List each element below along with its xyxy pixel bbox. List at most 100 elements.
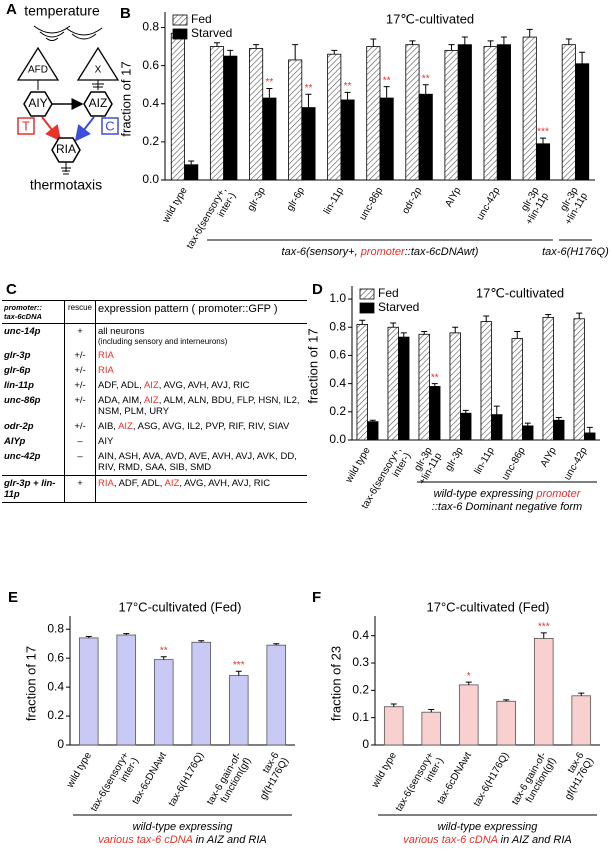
x-tick-label-line: wild type <box>64 750 94 790</box>
expression-text: (including sensory and interneurons) <box>98 337 228 346</box>
x-tick-label: glr-3p+lin-11p <box>407 445 444 487</box>
rescue-cell: + <box>64 323 96 348</box>
significance: * <box>467 671 471 682</box>
x-tick-label: glr-3p+lin-11p <box>553 185 590 227</box>
bar <box>366 46 381 181</box>
table-row: AIYp – AIY <box>2 434 307 449</box>
expression-text: AIB, <box>98 421 119 432</box>
error-bar <box>305 93 312 108</box>
error-bar <box>487 40 494 47</box>
bar <box>249 48 264 181</box>
error-bar <box>235 670 242 676</box>
significance: ** <box>160 645 168 656</box>
expression-cell: AIN, ASH, AVA, AVD, AVE, AVH, AVJ, AVK, … <box>96 449 308 476</box>
bar <box>418 333 430 441</box>
group-label-part: wild-type expressing <box>133 821 234 833</box>
bar <box>449 332 461 441</box>
x-tick-label: tax-6(sensory+,inter-) <box>184 185 238 256</box>
promoter-cell: AIYp <box>2 434 65 449</box>
x-tick-label: tax-6(H176Q) <box>471 750 511 808</box>
x-tick-label: unc-42p <box>562 445 590 482</box>
x-tick-label: glr-3p <box>245 185 268 213</box>
legend-label: Starved <box>378 300 419 314</box>
y-tick-label: 0.1 <box>352 710 369 724</box>
error-bar <box>483 315 490 322</box>
error-bar <box>586 426 593 433</box>
rescue-cell: +/- <box>64 378 96 393</box>
error-bar <box>503 699 510 702</box>
error-bar <box>514 330 521 339</box>
group-label-part: in AIZ and RIA <box>193 834 267 846</box>
rescue-cell: – <box>64 434 96 449</box>
error-bar <box>266 88 273 99</box>
x-tick-label-line: lin-11p <box>472 445 496 476</box>
promoter-cell: glr-6p <box>2 363 65 378</box>
chart-title: 17°C-cultivated (Fed) <box>427 599 550 614</box>
y-tick-label: 0.0 <box>329 432 346 446</box>
y-tick-label: 1.0 <box>329 291 346 305</box>
rescue-cell: +/- <box>64 419 96 434</box>
edge <box>41 116 62 142</box>
bar <box>511 338 523 441</box>
expression-text: ADF, ADL, <box>98 380 144 391</box>
header-text: promoter:: <box>4 303 42 312</box>
header-text: tax-6cDNA <box>4 312 42 321</box>
bar <box>491 414 503 441</box>
diagram-a: A temperature AFD X AIY AIZ RIA T C ther… <box>6 1 120 193</box>
y-tick-label: 0.2 <box>329 404 346 418</box>
expression-text: AIY <box>98 436 114 447</box>
x-tick-label-line: unc-86p <box>357 185 385 222</box>
error-bar <box>526 28 533 38</box>
error-bar <box>428 708 435 713</box>
group-label-part: tax-6(H176Q) <box>542 246 609 258</box>
bar <box>398 336 410 441</box>
table-row: glr-3p +/- RIA <box>2 348 307 363</box>
promoter-cell: lin-11p <box>2 378 65 393</box>
x-tick-label-line: unc-42p <box>562 445 590 482</box>
x-tick-label-line: tax-6(H176Q) <box>166 750 206 808</box>
synapse <box>61 162 71 175</box>
error-bar <box>578 692 585 696</box>
error-bar <box>421 330 428 335</box>
group-label-part: wild-type expressing <box>438 821 539 833</box>
expression-text: , ASG, AVG, IL2, PVP, RIF, RIV, SIAV <box>132 421 290 432</box>
x-tick-label: glr-3p+lin-11p <box>514 185 551 227</box>
panel-label: A <box>6 1 17 18</box>
error-bar <box>545 314 552 318</box>
x-tick-label: glr-6p <box>284 185 307 213</box>
x-tick-label: tax-6 gain-of-function(gf) <box>205 750 254 812</box>
group-label: ::tax-6 Dominant negative form <box>432 501 582 513</box>
error-bar <box>461 36 468 45</box>
input-label: C <box>105 118 114 133</box>
significance: ** <box>305 83 313 94</box>
error-bar <box>383 86 390 99</box>
y-axis-label: fraction of 17 <box>305 328 320 403</box>
rescue-cell: – <box>64 449 96 476</box>
bar <box>262 97 277 181</box>
error-bar <box>500 36 507 45</box>
group-label-part: wild-type expressing <box>434 488 537 500</box>
expression-text: ADA, AIM, <box>98 395 144 406</box>
chart-title: 17℃-cultivated <box>386 11 474 26</box>
y-tick-label: 0 <box>362 737 369 751</box>
header-cell: promoter:: tax-6cDNA <box>2 300 65 324</box>
bar <box>480 321 492 441</box>
significance: *** <box>538 622 550 633</box>
x-tick-label: glr-3p <box>443 445 466 473</box>
y-axis-label: fraction of 23 <box>328 646 343 721</box>
x-tick-label: tax-6(H176Q) <box>166 750 206 808</box>
y-tick-label: 0.8 <box>47 621 64 635</box>
x-tick-label: wild type <box>369 750 399 790</box>
bar <box>460 412 472 441</box>
expression-text: RIA <box>98 365 114 376</box>
bar <box>78 637 99 746</box>
legend-label: Fed <box>191 12 212 26</box>
legend-swatch <box>359 302 375 314</box>
bar <box>571 695 592 746</box>
bar <box>575 63 590 181</box>
table-row: unc-42p – AIN, ASH, AVA, AVD, AVE, AVH, AV… <box>2 449 307 476</box>
error-bar <box>524 422 531 426</box>
group-label-part: promoter <box>535 488 581 500</box>
panel-label: C <box>6 281 17 298</box>
x-tick-label: tax-6 gain-of-function(gf) <box>510 750 559 812</box>
